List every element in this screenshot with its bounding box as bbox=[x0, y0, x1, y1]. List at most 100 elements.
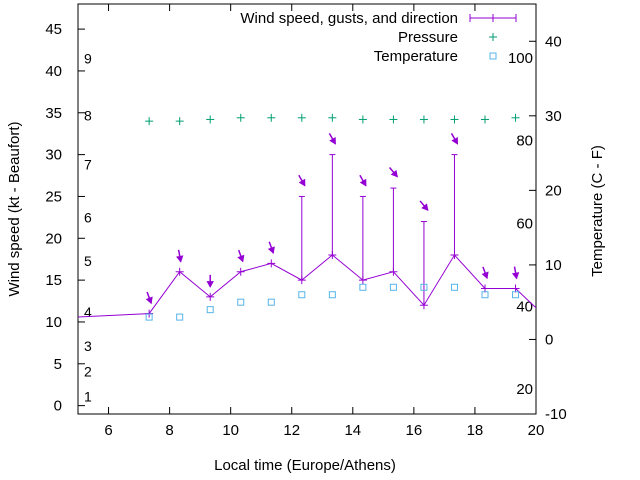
wind-arrow bbox=[481, 266, 489, 280]
x-tick-label: 16 bbox=[406, 422, 423, 439]
tick-marks bbox=[78, 4, 537, 415]
y2-tick-label: 30 bbox=[545, 108, 562, 125]
legend: Wind speed, gusts, and direction Pressur… bbox=[240, 10, 517, 65]
pressure-point bbox=[267, 113, 276, 122]
gust-bar bbox=[451, 154, 458, 256]
temperature-point bbox=[450, 283, 458, 291]
y-tick-labels: 0 5 10 15 20 25 30 35 40 45 bbox=[45, 21, 62, 415]
wind-arrow bbox=[450, 133, 459, 145]
beaufort-label: 8 bbox=[84, 107, 92, 123]
wind-point bbox=[450, 251, 459, 260]
temperature-point bbox=[420, 283, 428, 291]
fahrenheit-label: 60 bbox=[516, 215, 533, 232]
y2-tick-label: -10 bbox=[545, 406, 567, 423]
wind-point bbox=[206, 292, 215, 301]
x-tick-label: 14 bbox=[344, 422, 361, 439]
fahrenheit-labels: 20 40 60 80 100 bbox=[508, 50, 533, 398]
gust-bar bbox=[390, 187, 397, 272]
temperature-point bbox=[145, 313, 153, 321]
pressure-point bbox=[389, 115, 398, 124]
fahrenheit-label: 40 bbox=[516, 298, 533, 315]
wind-point bbox=[511, 284, 520, 293]
x-tick-label: 10 bbox=[222, 422, 239, 439]
y-tick-label: 25 bbox=[45, 188, 62, 205]
gust-bar bbox=[298, 195, 305, 281]
temperature-point bbox=[328, 291, 336, 299]
wind-point bbox=[175, 267, 184, 276]
temperature-point bbox=[267, 298, 275, 306]
wind-point bbox=[389, 267, 398, 276]
x-tick-labels: 6 8 10 12 14 16 18 20 bbox=[104, 422, 544, 439]
temperature-point bbox=[359, 283, 367, 291]
beaufort-label: 2 bbox=[84, 363, 92, 379]
beaufort-label: 9 bbox=[84, 50, 92, 66]
y-tick-label: 15 bbox=[45, 272, 62, 289]
temperature-point bbox=[206, 306, 214, 314]
wind-point bbox=[419, 301, 428, 310]
y2-tick-label: 20 bbox=[545, 182, 562, 199]
gust-bar bbox=[329, 154, 336, 256]
legend-label-pressure: Pressure bbox=[398, 29, 458, 46]
x-tick-label: 12 bbox=[283, 422, 300, 439]
fahrenheit-label: 20 bbox=[516, 381, 533, 398]
gust-bar bbox=[420, 221, 427, 306]
temperature-point bbox=[176, 313, 184, 321]
wind-arrow bbox=[267, 241, 275, 255]
wind-point bbox=[358, 276, 367, 285]
y-tick-label: 20 bbox=[45, 230, 62, 247]
temperature-point bbox=[298, 291, 306, 299]
temperature-point bbox=[512, 291, 520, 299]
wind-direction-arrows bbox=[145, 133, 520, 305]
wind-arrow bbox=[388, 167, 398, 178]
wind-point bbox=[481, 284, 490, 293]
x-axis-label: Local time (Europe/Athens) bbox=[214, 457, 396, 474]
wind-series bbox=[78, 251, 536, 318]
pressure-point bbox=[419, 115, 428, 124]
x-tick-label: 20 bbox=[528, 422, 545, 439]
beaufort-label: 3 bbox=[84, 338, 92, 354]
wind-point bbox=[267, 259, 276, 268]
wind-point bbox=[297, 276, 306, 285]
y-tick-label: 5 bbox=[54, 356, 62, 373]
y-tick-label: 10 bbox=[45, 314, 62, 331]
y-tick-label: 35 bbox=[45, 105, 62, 122]
fahrenheit-label: 100 bbox=[508, 50, 533, 67]
x-tick-label: 18 bbox=[467, 422, 484, 439]
y2-tick-label: 40 bbox=[545, 33, 562, 50]
wind-arrow bbox=[298, 174, 306, 187]
pressure-point bbox=[328, 113, 337, 122]
y-tick-label: 45 bbox=[45, 21, 62, 38]
y-tick-label: 30 bbox=[45, 147, 62, 164]
wind-arrow bbox=[145, 291, 153, 305]
wind-arrow bbox=[511, 266, 520, 280]
y2-tick-label: 0 bbox=[545, 331, 553, 348]
pressure-point bbox=[297, 113, 306, 122]
legend-label-wind: Wind speed, gusts, and direction bbox=[240, 10, 458, 27]
wind-point bbox=[328, 251, 337, 260]
beaufort-label: 5 bbox=[84, 253, 92, 269]
legend-label-temperature: Temperature bbox=[374, 48, 458, 65]
gust-bar bbox=[359, 195, 366, 281]
pressure-point bbox=[481, 115, 490, 124]
y-axis-label: Wind speed (kt - Beaufort) bbox=[6, 121, 23, 296]
fahrenheit-label: 80 bbox=[516, 133, 533, 150]
y-tick-label: 40 bbox=[45, 63, 62, 80]
pressure-point bbox=[175, 117, 184, 126]
wind-arrow bbox=[419, 200, 429, 211]
y2-axis-label: Temperature (C - F) bbox=[589, 145, 606, 277]
beaufort-labels: 1 2 3 4 5 6 7 8 9 bbox=[84, 50, 92, 404]
wind-arrow bbox=[359, 174, 367, 187]
pressure-point bbox=[450, 115, 459, 124]
wind-arrow bbox=[176, 249, 184, 263]
y2-tick-labels: -10 0 10 20 30 40 bbox=[545, 33, 567, 423]
pressure-point bbox=[358, 115, 367, 124]
temperature-point bbox=[481, 291, 489, 299]
wind-arrow bbox=[237, 249, 245, 263]
beaufort-label: 1 bbox=[84, 388, 92, 404]
gust-bars bbox=[298, 154, 458, 306]
pressure-point bbox=[511, 113, 520, 122]
y-tick-label: 0 bbox=[54, 398, 62, 415]
wind-speed-line bbox=[78, 254, 536, 318]
x-tick-label: 8 bbox=[165, 422, 173, 439]
